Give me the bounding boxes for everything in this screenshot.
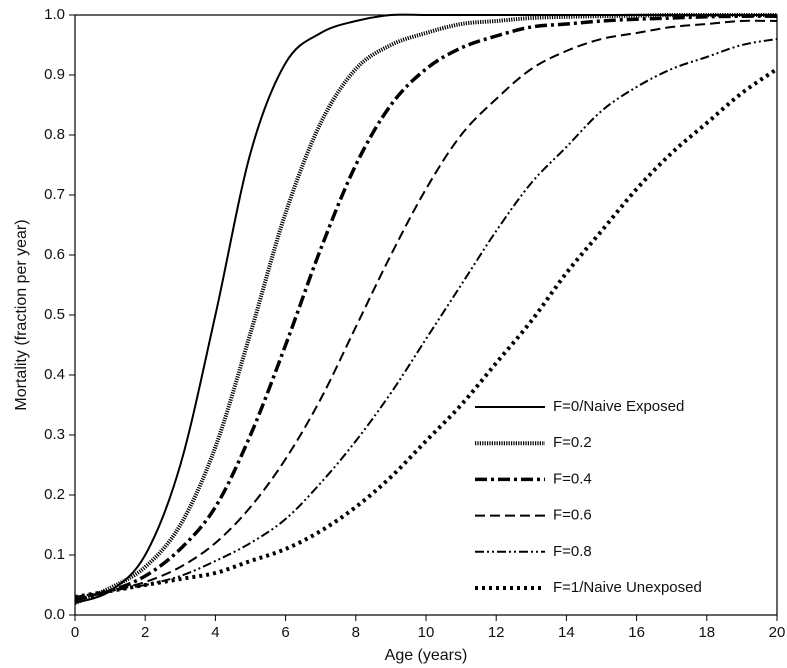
y-tick-label: 0.5 xyxy=(44,306,65,323)
x-tick-label: 16 xyxy=(628,624,645,641)
x-tick-label: 10 xyxy=(418,624,435,641)
x-tick-label: 20 xyxy=(769,624,786,641)
plot-frame xyxy=(74,14,778,616)
x-tick-label: 4 xyxy=(211,624,219,641)
y-tick-label: 0.2 xyxy=(44,486,65,503)
legend-label: F=0.6 xyxy=(553,507,592,524)
legend-label: F=0/Naive Exposed xyxy=(553,398,684,415)
legend-label: F=0.8 xyxy=(553,543,592,560)
y-tick-label: 0.0 xyxy=(44,606,65,623)
y-tick-label: 0.4 xyxy=(44,366,65,383)
y-tick-label: 0.3 xyxy=(44,426,65,443)
y-axis-label: Mortality (fraction per year) xyxy=(13,219,30,410)
y-tick-label: 0.6 xyxy=(44,246,65,263)
legend-label: F=0.4 xyxy=(553,470,592,487)
x-tick-label: 18 xyxy=(698,624,715,641)
x-axis-label: Age (years) xyxy=(385,647,468,664)
series-line xyxy=(74,38,778,598)
series-line xyxy=(74,12,777,605)
y-tick-label: 0.8 xyxy=(44,126,65,143)
series-line xyxy=(74,13,777,604)
legend-label: F=0.2 xyxy=(553,434,592,451)
x-tick-label: 8 xyxy=(352,624,360,641)
y-tick-label: 0.1 xyxy=(44,546,65,563)
x-tick-label: 12 xyxy=(488,624,505,641)
x-tick-label: 6 xyxy=(281,624,289,641)
series-line xyxy=(74,19,778,601)
x-tick-label: 14 xyxy=(558,624,575,641)
x-tick-label: 0 xyxy=(71,624,79,641)
y-tick-label: 1.0 xyxy=(44,6,65,23)
legend-label: F=1/Naive Unexposed xyxy=(553,579,702,596)
series-line xyxy=(74,67,779,599)
y-tick-label: 0.9 xyxy=(44,66,65,83)
x-tick-label: 2 xyxy=(141,624,149,641)
y-tick-label: 0.7 xyxy=(44,186,65,203)
series-line xyxy=(74,14,778,602)
